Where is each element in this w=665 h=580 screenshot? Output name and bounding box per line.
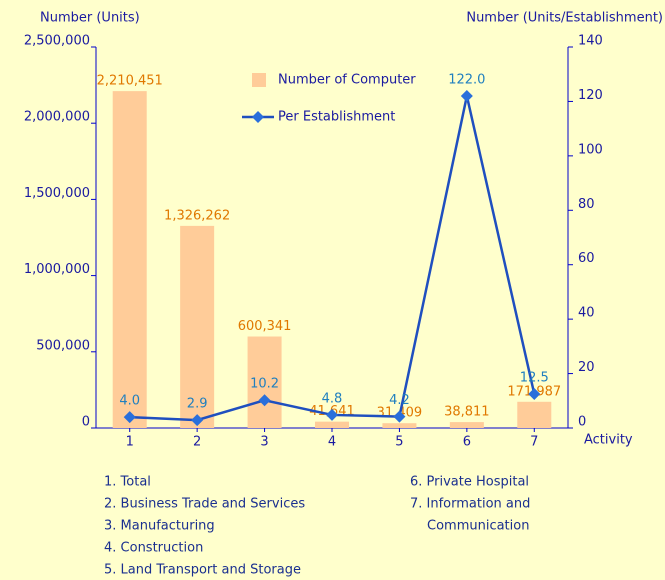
- x-tick-label: 3: [260, 435, 268, 450]
- note: 6. Private Hospital: [410, 475, 529, 490]
- bar: [247, 336, 282, 428]
- y2-tick-label: 60: [578, 251, 595, 266]
- x-tick-label: 4: [328, 435, 336, 450]
- x-tick-label: 6: [463, 435, 471, 450]
- bar-value-label: 2,210,451: [97, 74, 163, 89]
- line-marker: [528, 387, 541, 400]
- line-marker: [258, 394, 271, 407]
- bar-value-label: 38,811: [444, 405, 490, 420]
- y2-tick-label: 80: [578, 197, 595, 212]
- note: 3. Manufacturing: [104, 519, 215, 534]
- line-value-label: 4.0: [119, 394, 140, 409]
- y2-tick-label: 0: [578, 415, 586, 430]
- y2-tick-label: 20: [578, 360, 595, 375]
- y-tick-label: 2,500,000: [24, 34, 90, 49]
- line-marker: [191, 414, 204, 427]
- note: 5. Land Transport and Storage: [104, 563, 301, 578]
- line-marker: [326, 408, 338, 421]
- legend-label: Per Establishment: [278, 110, 395, 125]
- note: 2. Business Trade and Services: [104, 497, 305, 512]
- x-tick-label: 1: [126, 435, 134, 450]
- y2-tick-label: 100: [578, 142, 603, 157]
- y-axis-title: Number (Units): [40, 11, 140, 26]
- line-value-label: 122.0: [448, 72, 485, 87]
- note: 1. Total: [104, 475, 151, 490]
- x-tick-label: 5: [395, 435, 403, 450]
- note: Communication: [427, 519, 529, 534]
- y2-tick-label: 140: [578, 34, 603, 49]
- y-tick-label: 1,500,000: [24, 186, 90, 201]
- bar: [180, 225, 215, 428]
- line-marker: [123, 411, 136, 424]
- legend-label: Number of Computer: [278, 73, 416, 88]
- x-tick-label: 7: [530, 435, 538, 450]
- bar: [449, 422, 484, 428]
- y-tick-label: 500,000: [36, 338, 90, 353]
- y-tick-label: 1,000,000: [24, 262, 90, 277]
- line-value-label: 4.2: [389, 393, 410, 408]
- bar-value-label: 1,326,262: [164, 208, 230, 223]
- legend-marker: [252, 111, 264, 123]
- bar: [382, 423, 417, 428]
- line-value-label: 4.8: [322, 391, 343, 406]
- note: 7. Information and: [410, 497, 530, 512]
- y-tick-label: 2,000,000: [24, 110, 90, 125]
- bar: [112, 91, 147, 429]
- legend-swatch: [252, 73, 266, 87]
- line-marker: [460, 89, 473, 102]
- bar: [315, 421, 349, 428]
- y-tick-label: 0: [82, 415, 90, 430]
- y2-axis-title: Number (Units/Establishment): [466, 11, 663, 26]
- x-tick-label: 2: [193, 435, 201, 450]
- line-value-label: 2.9: [187, 397, 208, 412]
- x-axis-title: Activity: [584, 433, 633, 448]
- y2-tick-label: 120: [578, 88, 603, 103]
- y2-tick-label: 40: [578, 306, 595, 321]
- note: 4. Construction: [104, 541, 203, 556]
- bar: [517, 401, 552, 428]
- line-value-label: 12.5: [520, 370, 549, 385]
- bar-value-label: 600,341: [238, 319, 292, 334]
- line-marker: [393, 410, 406, 423]
- line-value-label: 10.2: [250, 377, 279, 392]
